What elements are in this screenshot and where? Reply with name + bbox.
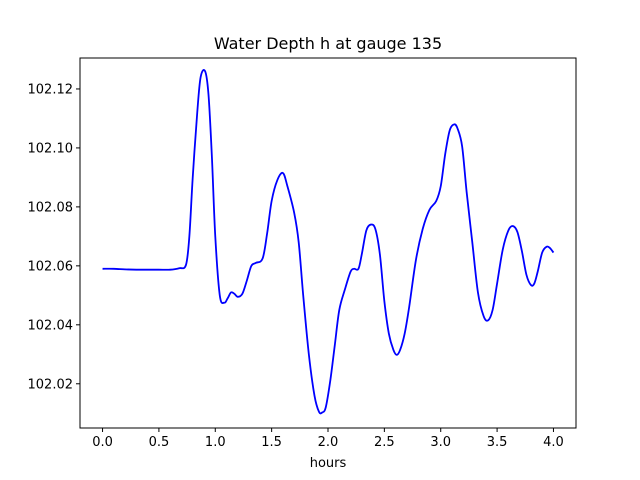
y-tick-label: 102.12	[28, 82, 74, 97]
x-tick-label: 1.5	[261, 435, 282, 450]
y-axis-ticks: 102.02 102.04 102.06 102.08 102.10 102.12	[28, 82, 80, 392]
y-tick-label: 102.06	[28, 259, 74, 274]
x-tick-label: 0.0	[92, 435, 113, 450]
x-tick-label: 4.0	[543, 435, 564, 450]
x-tick-label: 3.5	[487, 435, 508, 450]
y-tick-label: 102.04	[28, 318, 74, 333]
x-tick-label: 2.0	[318, 435, 339, 450]
x-tick-label: 3.0	[430, 435, 451, 450]
y-tick-label: 102.02	[28, 377, 74, 392]
x-tick-label: 2.5	[374, 435, 395, 450]
chart-title: Water Depth h at gauge 135	[214, 34, 442, 53]
series-line	[102, 69, 555, 415]
x-tick-label: 1.0	[205, 435, 226, 450]
x-axis-ticks: 0.0 0.5 1.0 1.5 2.0 2.5 3.0 3.5 4.0	[92, 428, 564, 450]
y-tick-label: 102.10	[28, 141, 74, 156]
x-axis-label: hours	[310, 456, 347, 471]
x-tick-label: 0.5	[149, 435, 170, 450]
series-group	[102, 69, 555, 415]
y-tick-label: 102.08	[28, 200, 74, 215]
